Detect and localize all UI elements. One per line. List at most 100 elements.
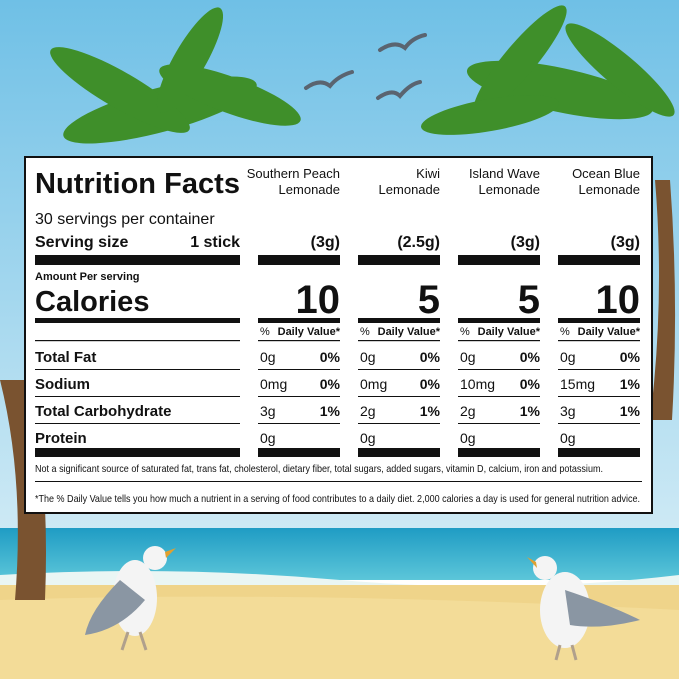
rule (358, 423, 440, 424)
rule (558, 423, 640, 424)
column-calories: 5 (418, 278, 440, 322)
rule (558, 396, 640, 397)
serving-size: 1 stick (190, 234, 240, 251)
column-name: Lemonade (279, 182, 340, 197)
dv-label: Daily Value* (378, 326, 441, 338)
amount: 0g (560, 349, 576, 365)
rule (35, 481, 642, 482)
rule (258, 396, 340, 397)
rule (358, 340, 440, 342)
amount: 0g (460, 430, 476, 446)
column-name: Southern Peach (247, 166, 340, 181)
nutrient-name: Sodium (35, 376, 90, 393)
serving-size-label: Serving size (35, 234, 128, 251)
servings: 30 servings per container (35, 211, 215, 228)
footnote: *The % Daily Value tells you how much a … (35, 493, 640, 505)
column-serving: (3g) (511, 234, 540, 251)
daily-value: 1% (520, 403, 541, 419)
rule (458, 396, 540, 397)
rule (558, 369, 640, 370)
dv-label: Daily Value* (478, 326, 541, 338)
daily-value: 0% (420, 376, 441, 392)
rule (358, 448, 440, 457)
amount: 2g (460, 403, 476, 419)
column-serving: (3g) (611, 234, 640, 251)
footnote: Not a significant source of saturated fa… (35, 463, 603, 475)
dv-percent: % (460, 326, 470, 338)
dv-label: Daily Value* (278, 326, 341, 338)
amount: 0mg (360, 376, 387, 392)
rule (35, 369, 240, 370)
column-serving: (2.5g) (397, 234, 440, 251)
column-name: Island Wave (469, 166, 540, 181)
rule (258, 255, 340, 265)
daily-value: 0% (320, 349, 341, 365)
rule (458, 448, 540, 457)
amount: 0g (460, 349, 476, 365)
rule (258, 369, 340, 370)
column-calories: 10 (296, 278, 341, 322)
rule (558, 340, 640, 342)
column-name: Ocean Blue (572, 166, 640, 181)
amount: 0g (260, 430, 276, 446)
rule (558, 318, 640, 323)
daily-value: 1% (320, 403, 341, 419)
column-serving: (3g) (311, 234, 340, 251)
nutrient-name: Protein (35, 430, 87, 447)
calories-label: Calories (35, 286, 149, 318)
dv-label: Daily Value* (578, 326, 641, 338)
daily-value: 1% (620, 376, 641, 392)
amount: 3g (560, 403, 576, 419)
rule (35, 448, 240, 457)
rule (458, 318, 540, 323)
daily-value: 1% (620, 403, 641, 419)
rule (35, 318, 240, 323)
rule (258, 448, 340, 457)
rule (358, 369, 440, 370)
amount: 10mg (460, 376, 495, 392)
rule (258, 318, 340, 323)
nutrient-name: Total Carbohydrate (35, 403, 171, 420)
column-name: Lemonade (579, 182, 640, 197)
nutrient-name: Total Fat (35, 349, 96, 366)
daily-value: 0% (320, 376, 341, 392)
amount: 0g (360, 349, 376, 365)
rule (35, 255, 240, 265)
rule (358, 396, 440, 397)
column-calories: 5 (518, 278, 540, 322)
amount: 0g (560, 430, 576, 446)
rule (358, 318, 440, 323)
column-name: Kiwi (416, 166, 440, 181)
daily-value: 0% (520, 349, 541, 365)
amount: 15mg (560, 376, 595, 392)
amount: 0g (260, 349, 276, 365)
daily-value: 0% (620, 349, 641, 365)
dv-percent: % (260, 326, 270, 338)
amount: 2g (360, 403, 376, 419)
daily-value: 1% (420, 403, 441, 419)
dv-percent: % (560, 326, 570, 338)
amount-per-serving: Amount Per serving (35, 271, 140, 283)
rule (35, 340, 240, 342)
nutrition-label: Nutrition Facts 30 servings per container… (24, 156, 653, 514)
rule (258, 340, 340, 342)
rule (458, 423, 540, 424)
column-calories: 10 (596, 278, 641, 322)
rule (458, 369, 540, 370)
rule (558, 255, 640, 265)
dv-percent: % (360, 326, 370, 338)
rule (258, 423, 340, 424)
rule (35, 423, 240, 424)
rule (558, 448, 640, 457)
rule (458, 255, 540, 265)
column-name: Lemonade (379, 182, 440, 197)
amount: 0mg (260, 376, 287, 392)
amount: 0g (360, 430, 376, 446)
daily-value: 0% (520, 376, 541, 392)
rule (458, 340, 540, 342)
rule (35, 396, 240, 397)
column-name: Lemonade (479, 182, 540, 197)
daily-value: 0% (420, 349, 441, 365)
